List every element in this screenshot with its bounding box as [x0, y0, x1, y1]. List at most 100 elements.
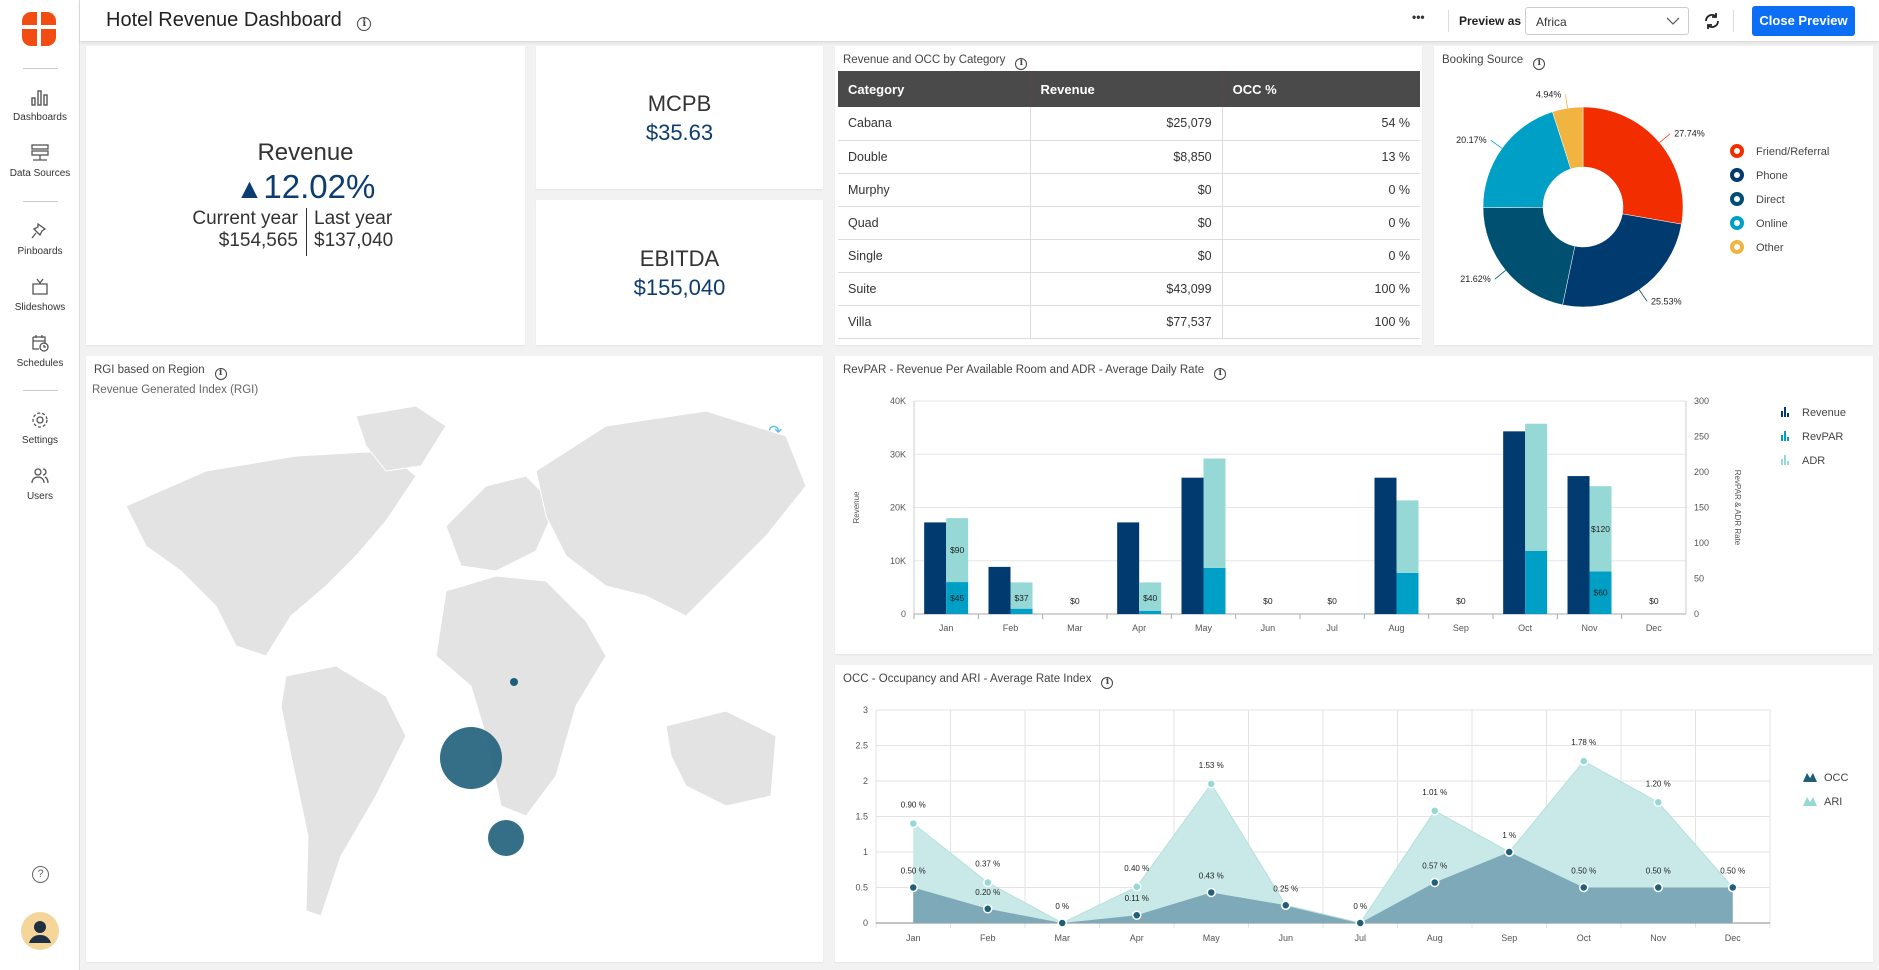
adr-bar[interactable] — [1396, 500, 1419, 573]
ari-data-label: 0.40 % — [1124, 864, 1149, 873]
table-row[interactable]: Suite $43,099 100 % — [838, 272, 1420, 306]
ari-data-label: 1.01 % — [1422, 788, 1447, 797]
adr-bar[interactable] — [1139, 582, 1162, 611]
ari-point[interactable] — [908, 818, 918, 829]
help-icon[interactable]: ? — [32, 866, 49, 883]
preview-as-select[interactable]: Africa — [1525, 7, 1689, 35]
revpar-bar[interactable] — [1139, 610, 1162, 614]
pie-slice[interactable] — [1562, 213, 1682, 308]
ari-point[interactable] — [1430, 806, 1440, 816]
occ-point[interactable] — [1504, 847, 1514, 857]
table-cell: Double — [838, 140, 1031, 174]
column-header[interactable]: Category — [838, 71, 1031, 107]
revpar-bar[interactable] — [1396, 572, 1419, 614]
pie-slice[interactable] — [1482, 207, 1576, 306]
sidebar-item-pinboards[interactable]: Pinboards — [0, 222, 80, 257]
occ-point[interactable] — [908, 882, 918, 893]
sidebar: Dashboards Data Sources Pinboards Slides… — [0, 0, 80, 970]
legend-item[interactable]: Phone — [1756, 170, 1788, 182]
pie-slice[interactable] — [1582, 106, 1684, 225]
occ-point[interactable] — [1355, 918, 1365, 928]
column-header[interactable]: Revenue — [1029, 71, 1223, 107]
occ-point[interactable] — [983, 904, 993, 914]
refresh-icon[interactable] — [1703, 12, 1721, 30]
ari-point[interactable] — [1579, 756, 1589, 766]
legend-donut-icon[interactable] — [1730, 192, 1744, 206]
revenue-bar[interactable] — [1181, 477, 1204, 614]
pie-slice[interactable] — [1552, 106, 1584, 170]
close-preview-button[interactable]: Close Preview — [1752, 6, 1855, 36]
info-icon[interactable]: i — [1101, 677, 1114, 689]
info-icon[interactable]: i — [214, 368, 227, 380]
sidebar-item-dashboards[interactable]: Dashboards — [0, 88, 80, 123]
occ-point[interactable] — [1728, 882, 1738, 893]
sidebar-item-schedules[interactable]: Schedules — [0, 334, 80, 369]
info-icon[interactable]: i — [357, 17, 372, 31]
info-icon[interactable]: i — [1015, 58, 1028, 70]
occ-point[interactable] — [1206, 887, 1216, 898]
occ-point[interactable] — [1281, 900, 1291, 910]
legend-item[interactable]: Revenue — [1802, 407, 1846, 419]
adr-bar[interactable] — [946, 518, 969, 583]
occ-point[interactable] — [1430, 877, 1440, 888]
legend-item[interactable]: OCC — [1824, 772, 1849, 784]
legend-donut-icon[interactable] — [1730, 216, 1744, 230]
legend-item[interactable]: ADR — [1802, 455, 1825, 467]
revpar-bar[interactable] — [1010, 608, 1033, 614]
adr-bar[interactable] — [1010, 582, 1033, 609]
user-avatar[interactable] — [21, 912, 59, 950]
app-logo[interactable] — [22, 12, 56, 46]
revenue-bar[interactable] — [924, 522, 947, 614]
legend-donut-icon[interactable] — [1730, 240, 1744, 254]
occ-point[interactable] — [1132, 910, 1142, 920]
world-map[interactable] — [86, 356, 823, 962]
legend-donut-icon[interactable] — [1730, 144, 1744, 158]
table-row[interactable]: Cabana $25,079 54 % — [838, 107, 1420, 141]
adr-bar[interactable] — [1203, 458, 1226, 568]
legend-item[interactable]: Direct — [1756, 194, 1785, 206]
table-row[interactable]: Double $8,850 13 % — [838, 140, 1420, 174]
column-header[interactable]: OCC % — [1221, 71, 1420, 107]
more-options-button[interactable]: ••• — [1412, 10, 1425, 24]
region-bubble[interactable] — [440, 727, 502, 789]
revenue-bar[interactable] — [988, 566, 1011, 614]
revenue-bar[interactable] — [1503, 431, 1526, 614]
occ-area[interactable] — [913, 852, 1733, 923]
ari-point[interactable] — [1132, 882, 1142, 892]
ari-point[interactable] — [983, 877, 993, 888]
ari-point[interactable] — [1653, 797, 1663, 808]
revenue-bar[interactable] — [1374, 477, 1397, 614]
revenue-bar[interactable] — [1567, 476, 1590, 614]
info-icon[interactable]: i — [1533, 58, 1546, 70]
adr-bar[interactable] — [1525, 423, 1548, 551]
occ-point[interactable] — [1057, 918, 1067, 928]
ari-point[interactable] — [1206, 779, 1216, 789]
sidebar-item-settings[interactable]: Settings — [0, 411, 80, 446]
revpar-bar[interactable] — [946, 582, 969, 614]
revpar-bar[interactable] — [1203, 567, 1226, 614]
occ-point[interactable] — [1579, 882, 1589, 893]
revenue-bar[interactable] — [1117, 522, 1140, 614]
info-icon[interactable]: i — [1214, 368, 1227, 380]
table-row[interactable]: Murphy $0 0 % — [838, 173, 1420, 207]
sidebar-item-data-sources[interactable]: Data Sources — [0, 144, 80, 179]
legend-item[interactable]: Friend/Referral — [1756, 146, 1829, 158]
legend-item[interactable]: Online — [1756, 218, 1788, 230]
region-bubble[interactable] — [488, 820, 524, 856]
table-row[interactable]: Single $0 0 % — [838, 239, 1420, 273]
sidebar-item-slideshows[interactable]: Slideshows — [0, 278, 80, 313]
legend-donut-icon[interactable] — [1730, 168, 1744, 182]
region-bubble[interactable] — [510, 678, 518, 686]
revpar-bar[interactable] — [1525, 550, 1548, 614]
table-row[interactable]: Villa $77,537 100 % — [838, 305, 1420, 339]
revpar-bar[interactable] — [1589, 571, 1612, 614]
adr-bar[interactable] — [1589, 486, 1612, 572]
legend-item[interactable]: RevPAR — [1802, 431, 1843, 443]
sidebar-item-users[interactable]: Users — [0, 467, 80, 502]
ari-data-label: 1.20 % — [1646, 779, 1671, 788]
pie-slice[interactable] — [1482, 111, 1572, 208]
table-row[interactable]: Quad $0 0 % — [838, 206, 1420, 240]
legend-item[interactable]: Other — [1756, 242, 1784, 254]
legend-item[interactable]: ARI — [1824, 796, 1842, 808]
occ-point[interactable] — [1653, 882, 1663, 893]
